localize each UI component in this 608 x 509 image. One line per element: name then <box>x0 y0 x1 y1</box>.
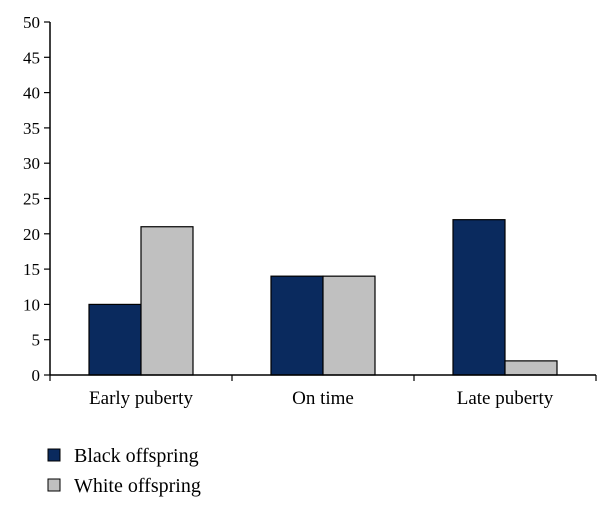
y-tick-label: 5 <box>32 331 41 350</box>
bar-white-offspring-late-puberty <box>504 360 558 376</box>
x-category-label: On time <box>292 388 354 409</box>
y-tick-label: 35 <box>23 119 40 138</box>
y-tick-label: 15 <box>23 260 40 279</box>
y-tick-label: 10 <box>23 295 40 314</box>
legend: Black offspring White offspring <box>47 445 201 497</box>
plot-area: 0 5 10 15 20 25 30 35 40 45 50 Early puberty On time… <box>23 13 597 409</box>
y-tick-label: 0 <box>32 366 41 385</box>
legend-swatch <box>47 448 61 462</box>
y-tick-label: 45 <box>23 48 40 67</box>
y-tick-label: 20 <box>23 225 40 244</box>
x-category-label: Late puberty <box>457 388 554 409</box>
legend-label: Black offspring <box>74 445 199 467</box>
bar-white-offspring-early-puberty <box>140 226 194 376</box>
x-category-label: Early puberty <box>89 388 193 409</box>
y-tick-label: 40 <box>23 84 40 103</box>
y-tick-label: 25 <box>23 190 40 209</box>
legend-label: White offspring <box>74 475 201 497</box>
bar-black-offspring-late-puberty <box>452 219 506 376</box>
bar-black-offspring-early-puberty <box>88 303 142 376</box>
y-tick-label: 50 <box>23 13 40 32</box>
y-tick-label: 30 <box>23 154 40 173</box>
bar-white-offspring-on-time <box>322 275 376 376</box>
legend-swatch <box>47 478 61 492</box>
bar-black-offspring-on-time <box>270 275 324 376</box>
